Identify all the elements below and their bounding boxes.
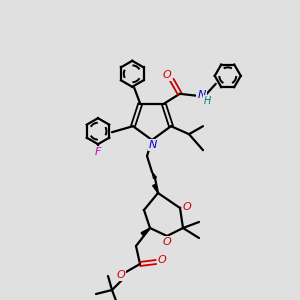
- Text: O: O: [163, 237, 171, 247]
- Text: O: O: [158, 255, 166, 265]
- Text: O: O: [183, 202, 191, 212]
- Text: F: F: [95, 147, 101, 157]
- Text: H: H: [204, 96, 212, 106]
- Text: N: N: [149, 140, 157, 150]
- Text: O: O: [117, 270, 125, 280]
- Polygon shape: [152, 172, 156, 179]
- Text: N: N: [198, 90, 206, 100]
- Text: O: O: [162, 70, 171, 80]
- Polygon shape: [153, 184, 158, 193]
- Polygon shape: [141, 228, 150, 235]
